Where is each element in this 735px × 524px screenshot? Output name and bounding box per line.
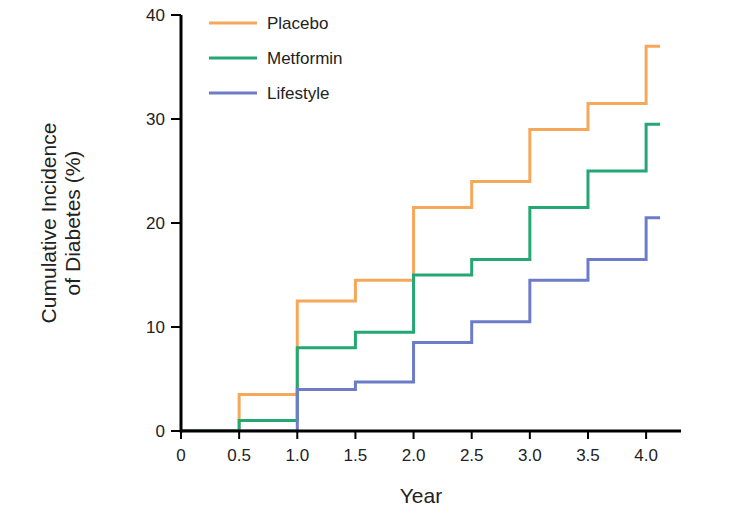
x-axis-label: Year	[400, 484, 442, 507]
legend-swatch	[209, 92, 257, 95]
x-tick	[645, 431, 647, 439]
y-tick	[171, 326, 181, 328]
legend-label: Metformin	[267, 49, 343, 68]
y-tick	[171, 430, 181, 432]
x-tick-label: 0.5	[227, 446, 251, 465]
x-tick-label: 2.5	[460, 446, 484, 465]
x-tick	[180, 431, 182, 439]
x-tick	[354, 431, 356, 439]
y-tick-label: 30	[146, 110, 165, 129]
chart-container: 0 0.5 1.0 1.5 2.0 2.5 3.0 3.5 4.0 0 10 20 30 40 Year Cu…	[0, 0, 735, 524]
x-tick	[587, 431, 589, 439]
y-tick-label: 10	[146, 318, 165, 337]
series-line	[181, 46, 660, 431]
y-tick-label: 20	[146, 214, 165, 233]
y-tick-label: 0	[156, 422, 165, 441]
legend-swatch	[209, 22, 257, 25]
y-tick	[171, 14, 181, 16]
x-tick	[238, 431, 240, 439]
plot-area	[181, 46, 660, 431]
x-tick-label: 3.5	[576, 446, 600, 465]
legend: Placebo Metformin Lifestyle	[209, 14, 343, 103]
y-tick	[171, 222, 181, 224]
x-tick	[296, 431, 298, 439]
series-line	[181, 124, 660, 431]
x-tick-label: 0	[176, 446, 185, 465]
x-tick-label: 1.0	[285, 446, 309, 465]
y-axis-label: of Diabetes (%)	[61, 151, 84, 296]
x-axis	[181, 430, 681, 433]
y-tick-label: 40	[146, 6, 165, 25]
x-tick	[413, 431, 415, 439]
legend-label: Lifestyle	[267, 84, 329, 103]
series-line	[181, 218, 660, 431]
y-axis-label: Cumulative Incidence	[37, 123, 60, 324]
legend-swatch	[209, 57, 257, 60]
chart: 0 0.5 1.0 1.5 2.0 2.5 3.0 3.5 4.0 0 10 20 30 40 Year Cu…	[0, 0, 735, 524]
x-tick-label: 1.5	[344, 446, 368, 465]
x-tick-label: 2.0	[402, 446, 426, 465]
x-tick-label: 4.0	[634, 446, 658, 465]
y-tick	[171, 118, 181, 120]
x-tick	[529, 431, 531, 439]
legend-label: Placebo	[267, 14, 328, 33]
x-tick-label: 3.0	[518, 446, 542, 465]
x-tick	[471, 431, 473, 439]
